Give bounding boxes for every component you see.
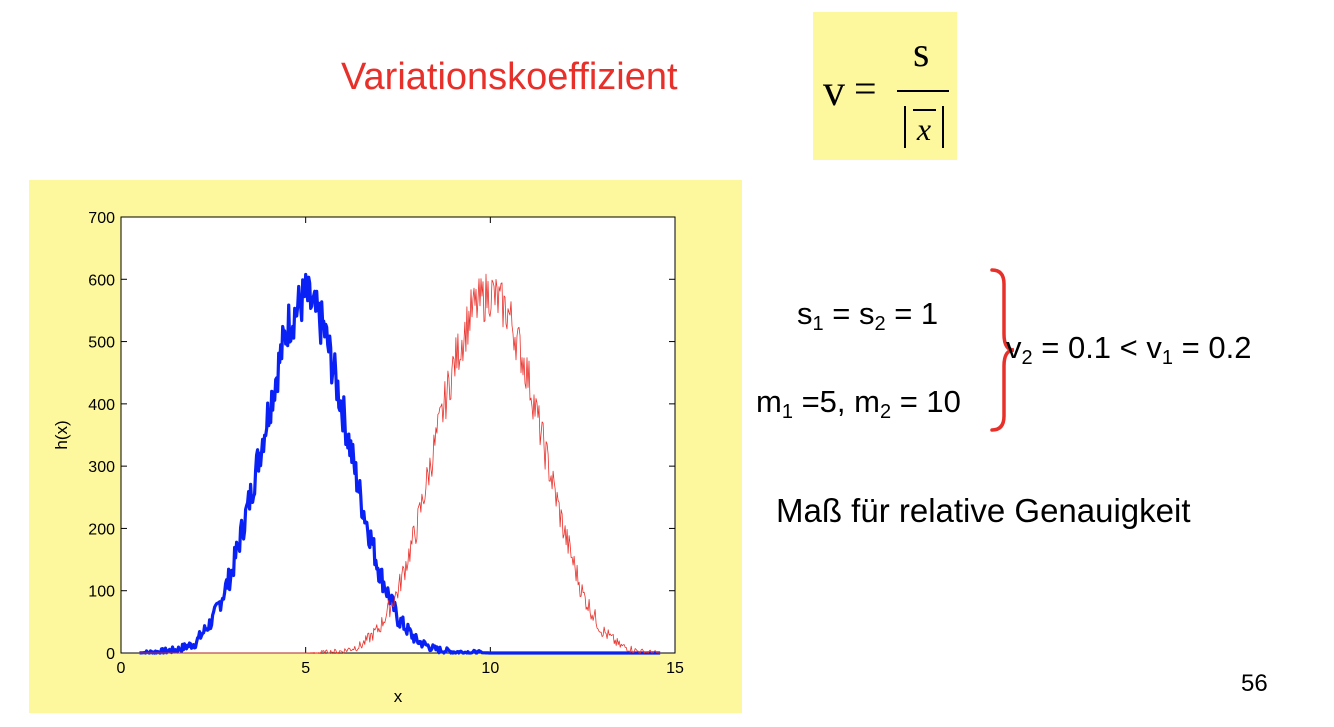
formula-denominator-text: x bbox=[916, 111, 931, 147]
histogram-chart: 0 5 10 15 0 100 200 300 400 500 600 700 x h(x) bbox=[52, 210, 684, 706]
formula-fraction-bar bbox=[897, 90, 949, 92]
chart-panel: 0 5 10 15 0 100 200 300 400 500 600 700 x h(x) bbox=[29, 180, 742, 713]
formula-box: v = s x bbox=[813, 12, 957, 160]
y-tick-label: 500 bbox=[88, 335, 115, 352]
equation-v: v2 = 0.1 < v1 = 0.2 bbox=[1006, 330, 1252, 369]
series-line-2 bbox=[139, 273, 661, 654]
formula-denominator: x bbox=[904, 106, 944, 148]
equation-m: m1 =5, m2 = 10 bbox=[756, 384, 961, 423]
page-number: 56 bbox=[1241, 670, 1268, 697]
note-text: Maß für relative Genauigkeit bbox=[776, 492, 1191, 529]
formula-equals: = bbox=[854, 66, 877, 111]
y-tick-label: 400 bbox=[88, 397, 115, 414]
formula-numerator: s bbox=[913, 30, 930, 76]
plot-area bbox=[120, 216, 676, 654]
curly-brace bbox=[990, 268, 1015, 432]
y-tick-label: 200 bbox=[88, 521, 115, 538]
y-tick-label: 300 bbox=[88, 459, 115, 476]
y-tick-label: 600 bbox=[88, 272, 115, 289]
y-axis-label: h(x) bbox=[52, 420, 71, 449]
x-tick-label: 0 bbox=[117, 660, 126, 677]
y-tick-label: 100 bbox=[88, 584, 115, 601]
x-axis-label: x bbox=[394, 687, 403, 706]
formula-lhs: v bbox=[823, 66, 845, 115]
slide-title: Variationskoeffizient bbox=[341, 56, 678, 98]
x-tick-label: 15 bbox=[666, 660, 684, 677]
y-tick-label: 0 bbox=[106, 646, 115, 663]
equation-s: s1 = s2 = 1 bbox=[797, 296, 939, 335]
series-line-1 bbox=[138, 272, 661, 655]
y-tick-label: 700 bbox=[88, 210, 115, 227]
x-tick-label: 5 bbox=[301, 660, 310, 677]
x-tick-label: 10 bbox=[481, 660, 499, 677]
